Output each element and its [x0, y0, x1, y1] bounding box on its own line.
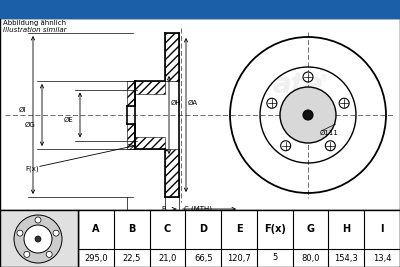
Circle shape [339, 98, 349, 108]
Bar [127, 81, 135, 106]
Text: 120,7: 120,7 [227, 253, 251, 262]
Circle shape [281, 141, 291, 151]
Text: C: C [164, 225, 171, 234]
Text: ØH: ØH [171, 100, 182, 106]
Text: 13,4: 13,4 [373, 253, 391, 262]
Text: H: H [342, 225, 350, 234]
Text: Ø111: Ø111 [320, 130, 339, 136]
Text: ØG: ØG [24, 122, 35, 128]
Text: ®: ® [320, 74, 328, 83]
Text: 154,3: 154,3 [334, 253, 358, 262]
Text: I: I [380, 225, 384, 234]
Text: B: B [128, 225, 135, 234]
Text: Illustration similar: Illustration similar [3, 27, 66, 33]
Circle shape [325, 141, 335, 151]
Text: E: E [236, 225, 242, 234]
Text: A: A [92, 225, 100, 234]
Text: G: G [306, 225, 314, 234]
Text: 5: 5 [272, 253, 278, 262]
Text: ØI: ØI [19, 107, 26, 113]
Bar [0, 210, 78, 267]
Text: 295,0: 295,0 [84, 253, 108, 262]
Circle shape [46, 251, 52, 257]
Text: ØE: ØE [63, 117, 73, 123]
Text: D: D [199, 225, 207, 234]
Bar [165, 33, 179, 81]
Circle shape [280, 87, 336, 143]
Bar [165, 149, 179, 197]
Text: B: B [161, 206, 166, 212]
Circle shape [17, 230, 23, 236]
Text: ate: ate [272, 71, 324, 99]
Circle shape [303, 72, 313, 82]
Bar [78, 210, 400, 267]
Text: 80,0: 80,0 [301, 253, 320, 262]
Text: 21,0: 21,0 [158, 253, 177, 262]
Circle shape [267, 98, 277, 108]
Text: F(x): F(x) [264, 225, 286, 234]
Text: 22,5: 22,5 [122, 253, 141, 262]
Bar [0, 18, 400, 210]
Circle shape [24, 225, 52, 253]
Text: 24.0123-0108.1: 24.0123-0108.1 [106, 2, 224, 15]
Circle shape [303, 110, 313, 120]
Bar [165, 33, 179, 81]
Circle shape [14, 215, 62, 263]
Text: F(x): F(x) [25, 166, 39, 172]
Text: 66,5: 66,5 [194, 253, 212, 262]
Circle shape [35, 217, 41, 223]
Circle shape [53, 230, 59, 236]
Circle shape [24, 251, 30, 257]
Text: D: D [143, 223, 149, 229]
Bar [135, 81, 165, 93]
Bar [127, 124, 135, 149]
Bar [135, 136, 165, 149]
Bar [0, 0, 400, 18]
Text: C (MTH): C (MTH) [184, 206, 212, 212]
Text: Abbildung ähnlich: Abbildung ähnlich [3, 20, 66, 26]
Circle shape [35, 236, 41, 242]
Text: 423108: 423108 [292, 2, 348, 15]
Text: ØA: ØA [188, 100, 198, 106]
